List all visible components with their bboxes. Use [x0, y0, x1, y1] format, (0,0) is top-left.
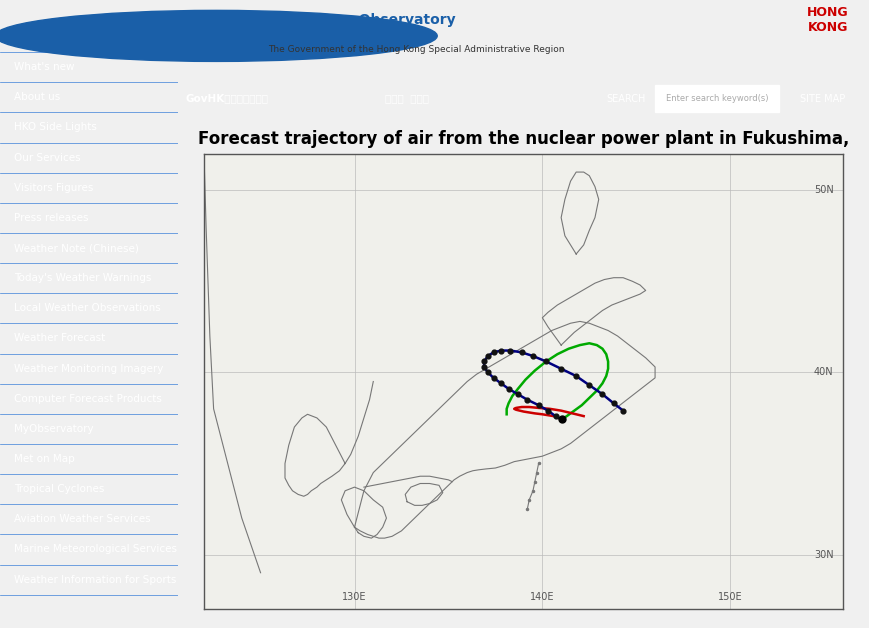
FancyBboxPatch shape	[385, 185, 554, 209]
Text: Met on Map: Met on Map	[14, 454, 75, 464]
Point	[548, 411, 562, 421]
Text: Weather Monitoring Imagery: Weather Monitoring Imagery	[14, 364, 163, 374]
Point	[569, 371, 583, 381]
Circle shape	[0, 11, 437, 62]
Point	[511, 389, 525, 399]
FancyBboxPatch shape	[558, 185, 659, 209]
Point	[503, 345, 517, 355]
Text: Visitors Figures: Visitors Figures	[14, 183, 94, 193]
Point	[607, 398, 620, 408]
Text: HONG
KONG: HONG KONG	[806, 6, 848, 34]
Text: Hong Kong Observatory: Hong Kong Observatory	[268, 13, 455, 27]
Text: About us: About us	[14, 92, 61, 102]
Point	[532, 400, 546, 410]
Text: Weather Note (Chinese): Weather Note (Chinese)	[14, 243, 139, 253]
Text: Forecast trajectory of air from the nuclear power plant in Fukushima,
Japan: Forecast trajectory of air from the nucl…	[198, 130, 849, 172]
FancyBboxPatch shape	[254, 185, 382, 209]
Text: Weather Forecast: Weather Forecast	[14, 333, 105, 344]
Text: SEARCH: SEARCH	[607, 94, 646, 104]
Point	[514, 347, 528, 357]
Point	[481, 351, 494, 361]
Text: The Government of the Hong Kong Special Administrative Region: The Government of the Hong Kong Special …	[268, 45, 565, 54]
Text: HKO Side Lights: HKO Side Lights	[14, 122, 97, 133]
Text: Weather Information for Sports: Weather Information for Sports	[14, 575, 176, 585]
Point	[477, 357, 491, 367]
Point	[554, 364, 568, 374]
Text: MyObservatory: MyObservatory	[14, 424, 94, 434]
Point	[487, 347, 501, 357]
Text: GovHK香港政府一站通: GovHK香港政府一站通	[185, 94, 268, 104]
Text: Home: Home	[14, 32, 45, 42]
Point	[501, 384, 515, 394]
Point	[582, 380, 596, 390]
Bar	[655, 85, 779, 112]
Text: 150E: 150E	[718, 592, 742, 602]
Point	[477, 362, 491, 372]
Text: 140E: 140E	[530, 592, 554, 602]
Point	[494, 378, 508, 388]
Text: What's new: What's new	[14, 62, 75, 72]
Text: Enter search keyword(s): Enter search keyword(s)	[666, 94, 768, 103]
Text: 40N: 40N	[814, 367, 833, 377]
Text: SITE MAP: SITE MAP	[799, 94, 846, 104]
FancyBboxPatch shape	[665, 185, 727, 209]
Text: Tropical Cyclones: Tropical Cyclones	[14, 484, 104, 494]
Point	[539, 357, 553, 367]
Text: 50N: 50N	[813, 185, 833, 195]
Point	[595, 389, 609, 399]
Text: Aviation Weather Services: Aviation Weather Services	[14, 514, 151, 524]
Text: Marine Meteorological Services: Marine Meteorological Services	[14, 544, 177, 555]
Text: 30N: 30N	[814, 550, 833, 560]
Text: Our Services: Our Services	[14, 153, 81, 163]
Text: 48-hour forecast tracks at 02:00HKT on 11 Sep 2018: 48-hour forecast tracks at 02:00HKT on 1…	[341, 220, 706, 234]
Text: Latest: Latest	[680, 192, 713, 202]
Point	[521, 395, 534, 405]
Point	[487, 373, 501, 383]
Text: Next Period: Next Period	[578, 192, 638, 202]
Point	[494, 345, 508, 355]
Text: 繁體版  简体版: 繁體版 简体版	[385, 94, 429, 104]
Point	[554, 414, 568, 425]
Text: 02:00HKT 11 Sep 2018 ▾: 02:00HKT 11 Sep 2018 ▾	[407, 192, 534, 202]
Text: Computer Forecast Products: Computer Forecast Products	[14, 394, 163, 404]
Text: Press releases: Press releases	[14, 213, 89, 223]
Text: Local Weather Observations: Local Weather Observations	[14, 303, 161, 313]
Text: 130E: 130E	[342, 592, 367, 602]
Point	[481, 367, 494, 377]
Point	[526, 351, 540, 361]
Point	[541, 406, 555, 416]
Text: Today's Weather Warnings: Today's Weather Warnings	[14, 273, 151, 283]
Text: Previous Period: Previous Period	[278, 192, 358, 202]
Point	[616, 406, 630, 416]
